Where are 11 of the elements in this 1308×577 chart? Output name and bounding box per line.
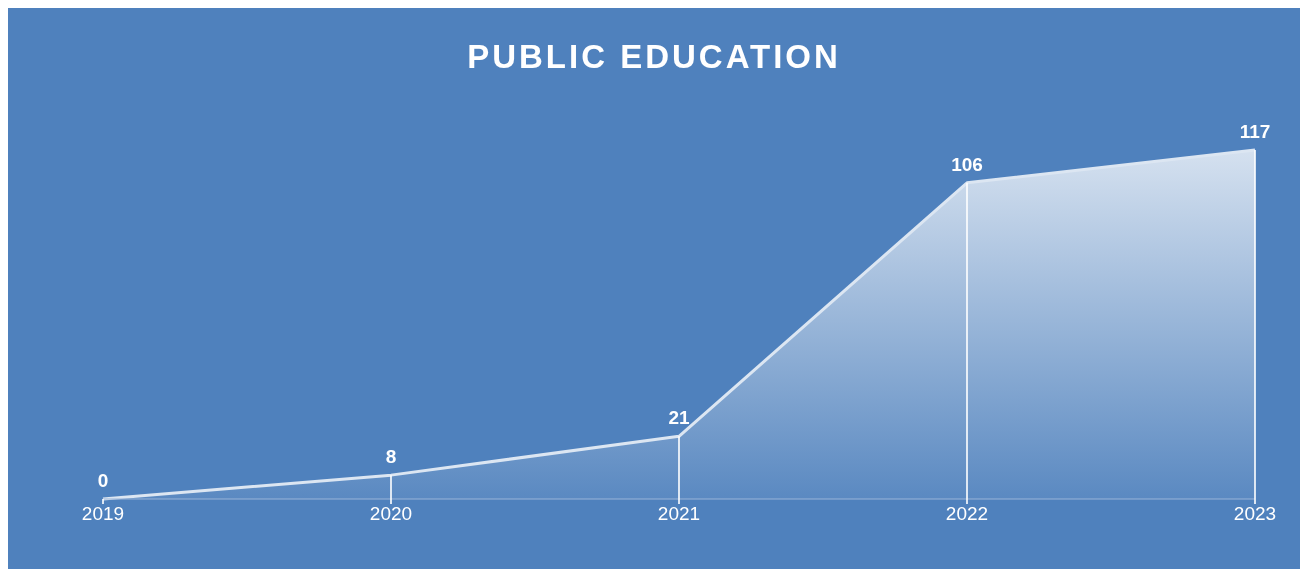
x-tick-label: 2019 bbox=[81, 503, 125, 525]
data-label: 8 bbox=[385, 446, 397, 468]
x-tick-label: 2020 bbox=[369, 503, 413, 525]
data-label: 21 bbox=[668, 407, 690, 429]
data-label: 117 bbox=[1239, 121, 1271, 142]
x-tick-label: 2023 bbox=[1233, 503, 1277, 525]
x-tick-label: 2021 bbox=[657, 503, 701, 525]
chart-title: PUBLIC EDUCATION bbox=[466, 38, 842, 76]
x-tick-label: 2022 bbox=[945, 503, 989, 525]
data-label: 106 bbox=[951, 153, 983, 175]
data-label: 0 bbox=[97, 470, 109, 491]
